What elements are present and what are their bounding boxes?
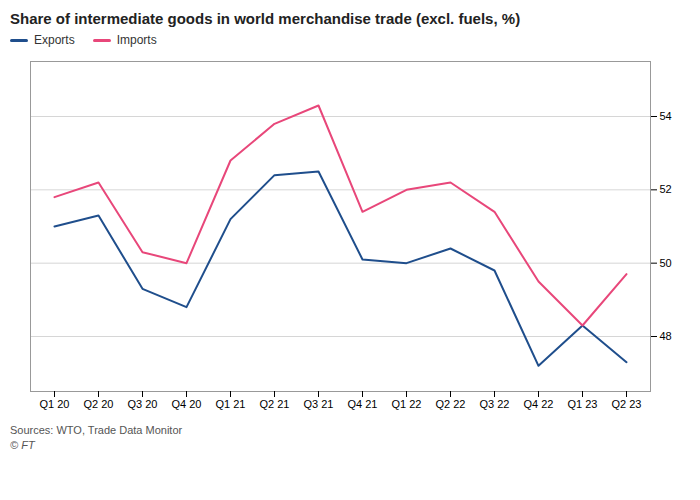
svg-text:Q3 22: Q3 22 [480,398,510,410]
svg-text:54: 54 [660,110,672,122]
svg-text:50: 50 [660,257,672,269]
html-text:Share of intermediate goods in: Share of intermediate goods in world mer… [10,10,521,27]
svg-text:Q1 21: Q1 21 [216,398,246,410]
html-text:Imports: Imports [116,33,157,47]
svg-text:48: 48 [660,330,672,342]
svg-text:Q4 20: Q4 20 [172,398,202,410]
svg-text:Q2 23: Q2 23 [612,398,642,410]
html-text:Exports: Exports [34,33,75,47]
svg-text:Q4 22: Q4 22 [524,398,554,410]
svg-text:Q4 21: Q4 21 [348,398,378,410]
svg-text:Q3 21: Q3 21 [304,398,334,410]
html-text:© FT: © FT [10,438,35,451]
svg-text:Q1 23: Q1 23 [568,398,598,410]
html-text:Sources: WTO, Trade Data Monit: Sources: WTO, Trade Data Monitor [10,424,183,436]
svg-text:Q3 20: Q3 20 [128,398,158,410]
svg-text:Q1 22: Q1 22 [392,398,422,410]
svg-text:Q2 21: Q2 21 [260,398,290,410]
svg-text:52: 52 [660,183,672,195]
svg-text:Q1 20: Q1 20 [40,398,70,410]
svg-text:Q2 20: Q2 20 [84,398,114,410]
svg-text:Q2 22: Q2 22 [436,398,466,410]
